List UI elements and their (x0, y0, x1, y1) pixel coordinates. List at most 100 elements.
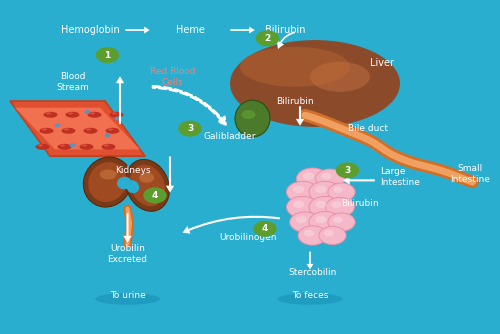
Circle shape (334, 187, 343, 193)
Text: 2: 2 (264, 34, 270, 43)
Circle shape (96, 48, 118, 62)
Ellipse shape (110, 112, 124, 118)
FancyArrowPatch shape (182, 216, 280, 234)
Text: Stercobilin: Stercobilin (288, 268, 337, 277)
Text: Heme: Heme (176, 25, 204, 35)
FancyArrowPatch shape (126, 27, 150, 33)
Circle shape (293, 186, 304, 193)
FancyArrowPatch shape (296, 106, 304, 126)
Ellipse shape (240, 47, 350, 87)
Ellipse shape (106, 128, 120, 134)
Ellipse shape (88, 112, 102, 118)
Circle shape (256, 31, 278, 46)
Circle shape (54, 123, 60, 127)
Circle shape (114, 117, 120, 121)
Ellipse shape (80, 144, 94, 150)
Circle shape (296, 168, 328, 189)
Ellipse shape (64, 128, 69, 131)
Ellipse shape (102, 144, 116, 150)
Text: Small
Intestine: Small Intestine (450, 164, 490, 184)
Circle shape (322, 173, 332, 180)
Ellipse shape (230, 40, 400, 127)
Ellipse shape (82, 144, 87, 147)
Text: Urobilinogen: Urobilinogen (219, 233, 276, 241)
Ellipse shape (62, 128, 76, 134)
Ellipse shape (40, 128, 54, 134)
Circle shape (70, 143, 75, 147)
Text: To urine: To urine (110, 291, 146, 300)
Ellipse shape (46, 113, 51, 115)
Circle shape (332, 201, 342, 208)
Ellipse shape (38, 144, 43, 147)
Circle shape (336, 163, 358, 178)
Text: Bilirubin: Bilirubin (341, 199, 379, 208)
Ellipse shape (126, 180, 139, 193)
Polygon shape (10, 101, 145, 156)
Circle shape (84, 110, 90, 114)
Circle shape (334, 217, 343, 223)
Circle shape (104, 133, 110, 137)
Circle shape (303, 172, 314, 180)
Ellipse shape (86, 128, 91, 131)
Ellipse shape (242, 110, 256, 119)
Ellipse shape (68, 113, 73, 115)
Circle shape (328, 183, 355, 201)
Text: Kidneys: Kidneys (114, 166, 150, 175)
Circle shape (290, 212, 320, 232)
Text: Urobilin
Excreted: Urobilin Excreted (108, 244, 148, 264)
Circle shape (309, 211, 341, 233)
Circle shape (316, 186, 326, 193)
Ellipse shape (130, 165, 165, 206)
Ellipse shape (44, 112, 58, 118)
FancyArrowPatch shape (124, 213, 132, 243)
Ellipse shape (84, 128, 98, 134)
Ellipse shape (278, 293, 342, 305)
Text: Liver: Liver (370, 58, 394, 68)
Ellipse shape (112, 113, 117, 115)
Text: Hemoglobin: Hemoglobin (60, 25, 120, 35)
FancyArrowPatch shape (116, 76, 124, 124)
Ellipse shape (95, 293, 160, 305)
Ellipse shape (88, 162, 127, 202)
Circle shape (293, 201, 304, 208)
Circle shape (328, 213, 355, 231)
Circle shape (254, 221, 276, 236)
Polygon shape (15, 108, 140, 150)
FancyArrowPatch shape (343, 176, 374, 184)
Text: To feces: To feces (292, 291, 328, 300)
Circle shape (324, 230, 334, 236)
Circle shape (298, 226, 327, 245)
Circle shape (304, 230, 314, 236)
Circle shape (316, 216, 326, 223)
Ellipse shape (60, 144, 65, 147)
Text: 4: 4 (152, 191, 158, 200)
FancyArrowPatch shape (277, 31, 295, 49)
Ellipse shape (126, 160, 170, 211)
Text: Galibladder: Galibladder (204, 133, 256, 141)
Circle shape (144, 188, 166, 203)
Text: 3: 3 (344, 166, 350, 175)
Ellipse shape (104, 144, 109, 147)
Text: 3: 3 (187, 124, 193, 133)
Ellipse shape (42, 128, 47, 131)
Text: Red Blood
Cells: Red Blood Cells (150, 67, 196, 87)
FancyArrowPatch shape (166, 156, 174, 193)
Circle shape (179, 121, 201, 136)
Circle shape (316, 169, 344, 188)
Text: 4: 4 (262, 224, 268, 233)
Ellipse shape (100, 170, 116, 180)
Circle shape (296, 216, 306, 223)
Circle shape (319, 226, 346, 244)
Circle shape (326, 197, 354, 217)
Text: Blood
Stream: Blood Stream (56, 72, 89, 92)
Circle shape (309, 181, 341, 203)
Text: Bilirubin: Bilirubin (276, 98, 314, 106)
Text: Large
Intestine: Large Intestine (380, 167, 420, 187)
Text: 1: 1 (104, 51, 110, 59)
FancyArrowPatch shape (306, 252, 314, 270)
Ellipse shape (139, 172, 154, 183)
Ellipse shape (58, 144, 71, 150)
Ellipse shape (36, 144, 50, 150)
Ellipse shape (84, 157, 132, 207)
Ellipse shape (235, 100, 270, 137)
